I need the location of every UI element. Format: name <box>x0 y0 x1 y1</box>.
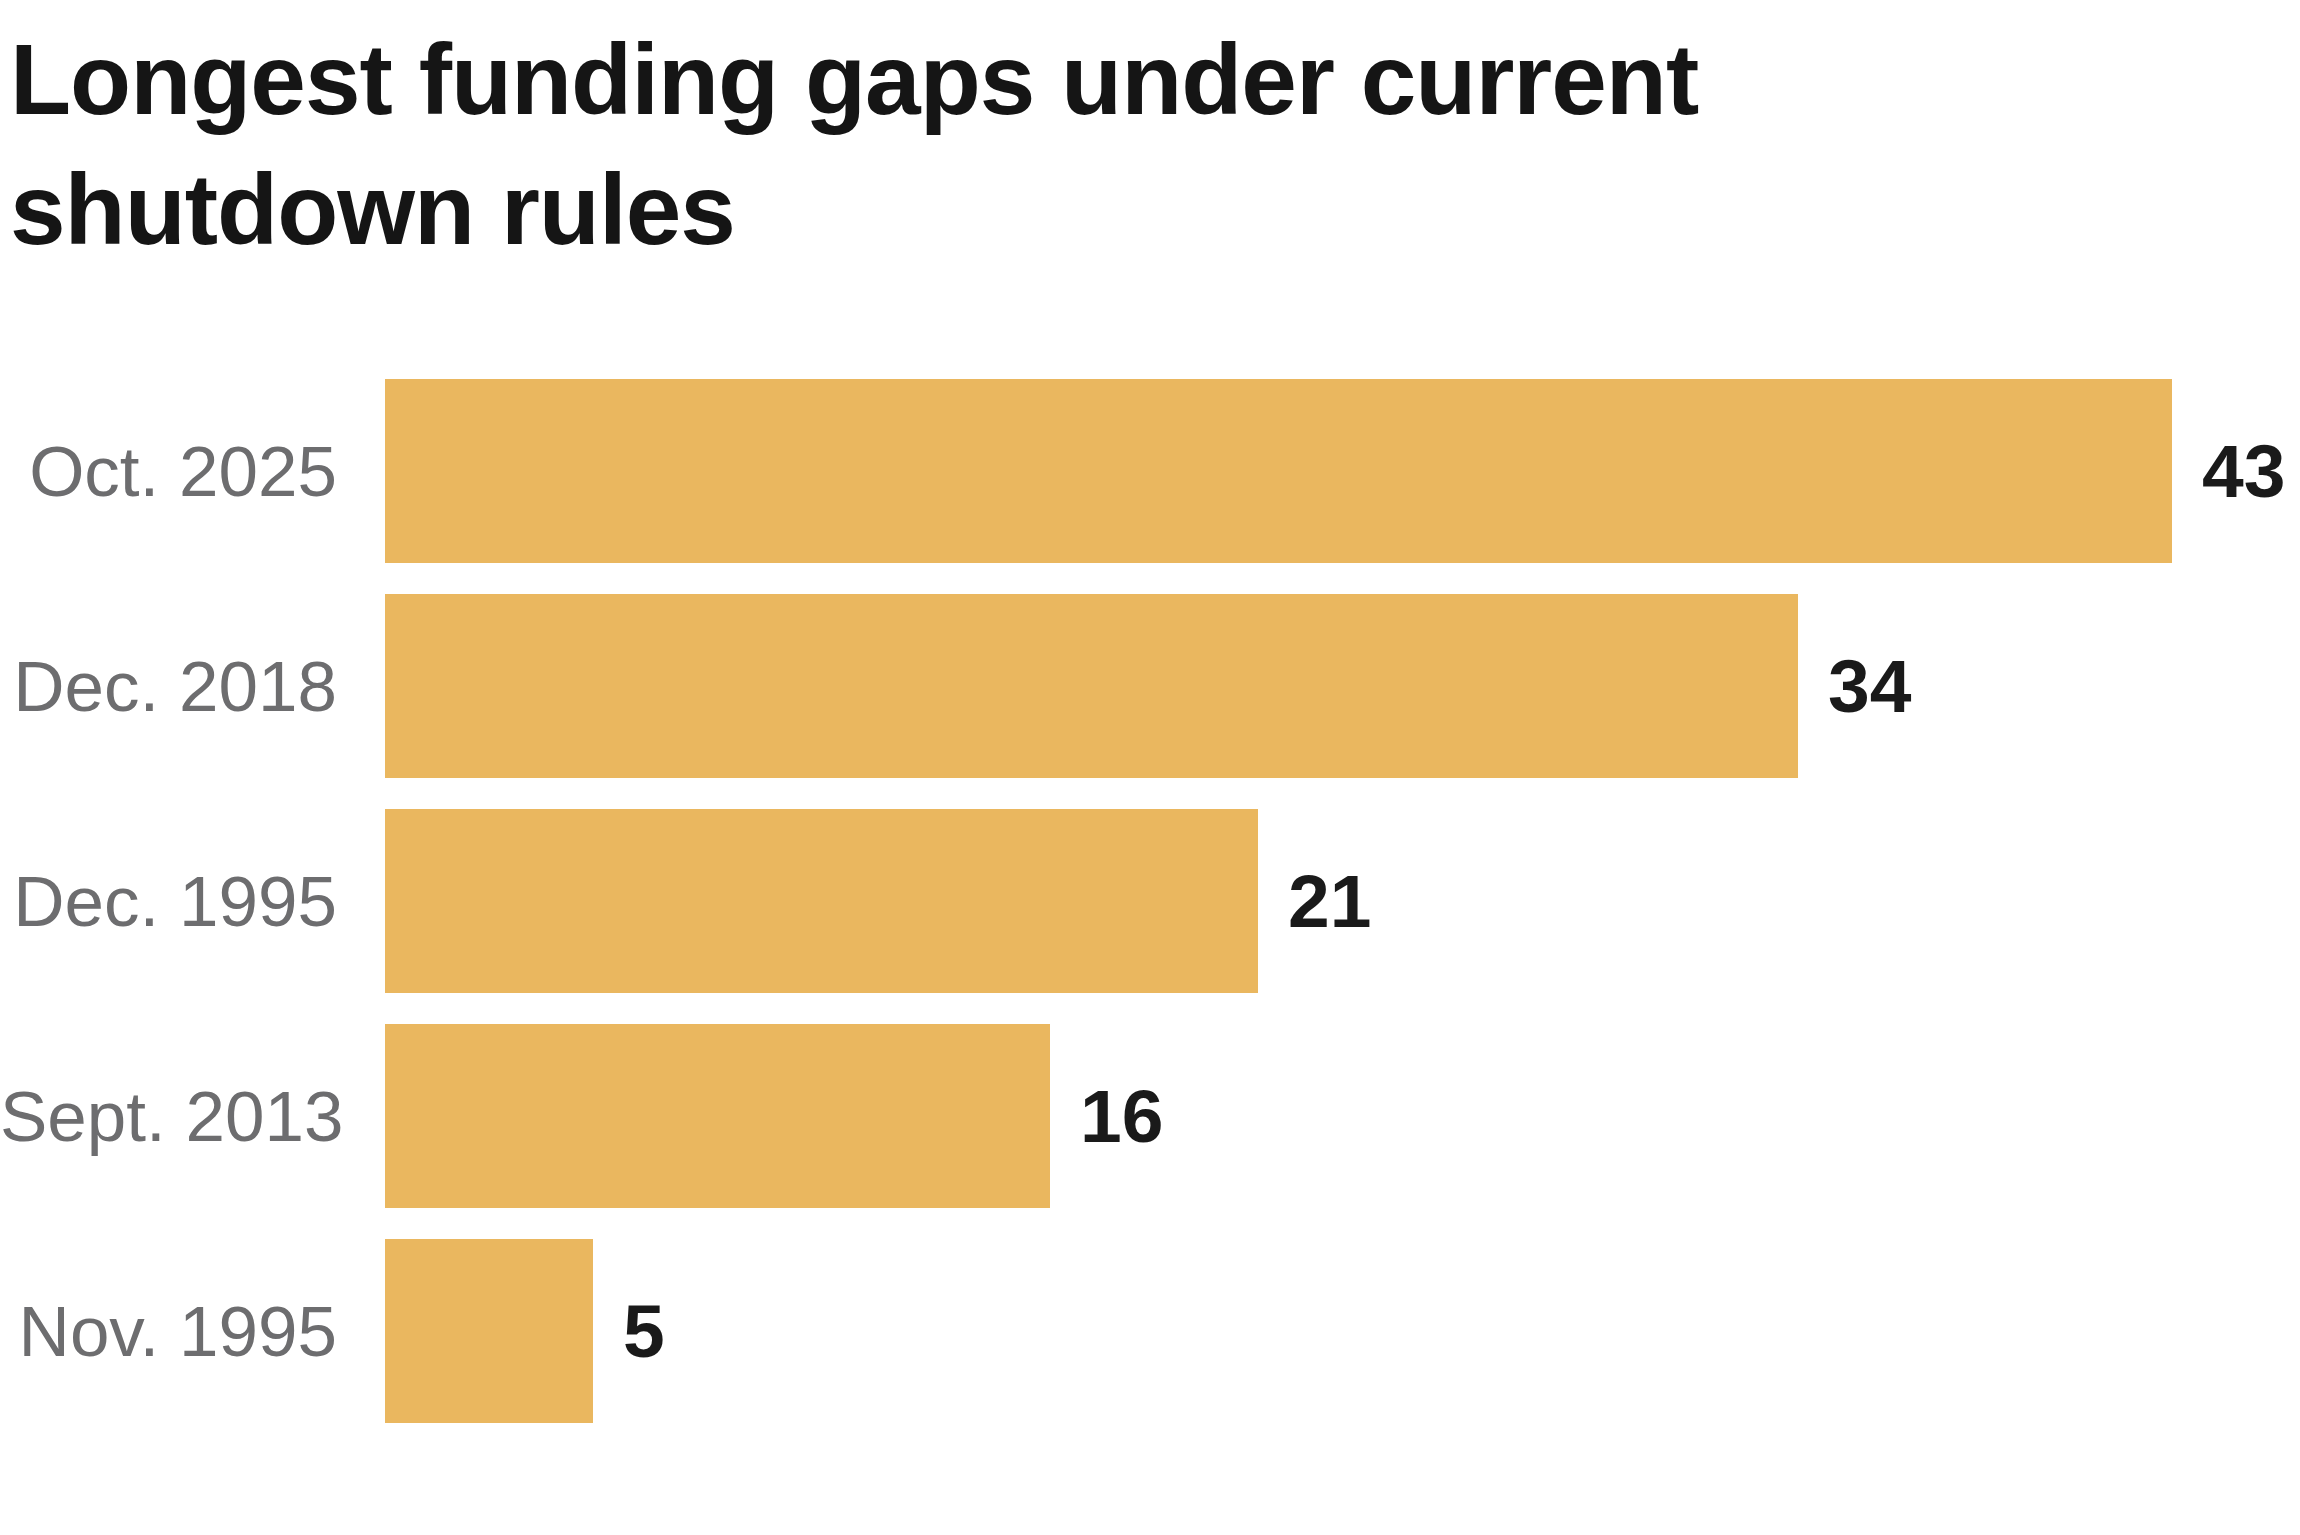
bar-rows: Oct. 2025 43 Dec. 2018 34 Dec. 1995 21 S… <box>0 379 2300 1423</box>
bar <box>385 594 1798 778</box>
bar-row: Nov. 1995 5 <box>0 1239 2300 1423</box>
bar-row: Dec. 1995 21 <box>0 809 2300 993</box>
value-label: 43 <box>2202 434 2285 509</box>
value-label: 5 <box>623 1294 665 1369</box>
bar <box>385 809 1258 993</box>
bar-row: Oct. 2025 43 <box>0 379 2300 563</box>
category-label: Dec. 2018 <box>0 651 337 722</box>
bar <box>385 1239 593 1423</box>
chart-title: Longest funding gaps under current shutdo… <box>10 14 1698 274</box>
bar <box>385 379 2172 563</box>
category-label: Nov. 1995 <box>0 1296 337 1367</box>
bar-row: Sept. 2013 16 <box>0 1024 2300 1208</box>
category-label: Sept. 2013 <box>0 1081 337 1152</box>
bar <box>385 1024 1050 1208</box>
value-label: 21 <box>1288 864 1371 939</box>
bar-row: Dec. 2018 34 <box>0 594 2300 778</box>
category-label: Dec. 1995 <box>0 866 337 937</box>
category-label: Oct. 2025 <box>0 436 337 507</box>
value-label: 16 <box>1080 1079 1163 1154</box>
chart-title-line-2: shutdown rules <box>10 153 735 265</box>
value-label: 34 <box>1828 649 1911 724</box>
chart-title-line-1: Longest funding gaps under current <box>10 23 1698 135</box>
funding-gaps-chart: Longest funding gaps under current shutdo… <box>0 0 2300 1535</box>
